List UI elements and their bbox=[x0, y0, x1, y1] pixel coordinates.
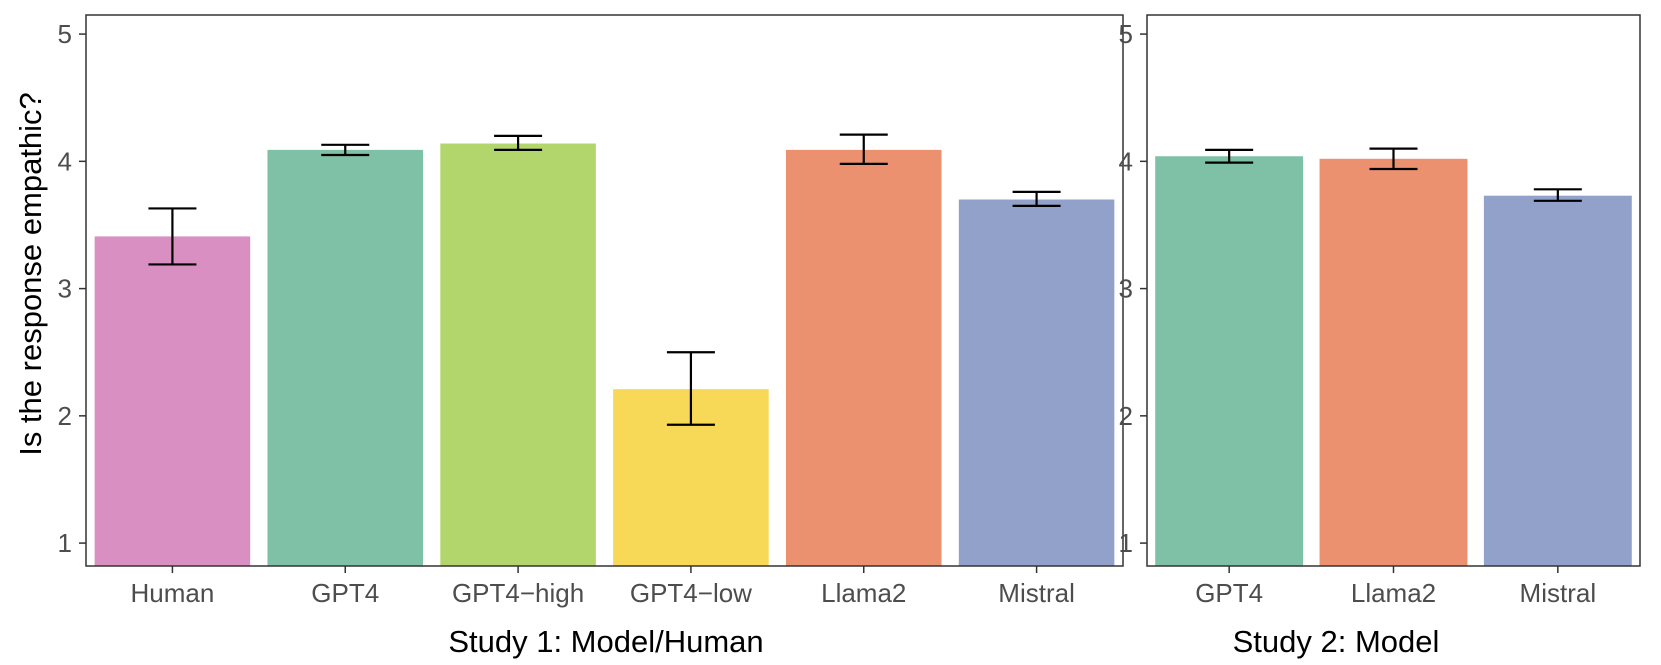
error-bar-gpt4-high bbox=[494, 134, 543, 151]
error-bar-gpt4 bbox=[321, 143, 370, 157]
y-tick-label-3: 3 bbox=[58, 274, 72, 304]
panel-frame-study-1 bbox=[85, 14, 1124, 567]
y-tick-label-5: 5 bbox=[1119, 19, 1133, 49]
panel-study-1: Human GPT4 GPT4−high GPT4−low Llama2 Mistral 1… bbox=[58, 14, 1124, 608]
x-axis-title-study-1: Study 1: Model/Human bbox=[448, 624, 763, 659]
error-bar-llama2 bbox=[839, 133, 888, 165]
x-tick-label-mistral: Mistral bbox=[1520, 578, 1597, 608]
x-tick-label-llama2: Llama2 bbox=[1351, 578, 1436, 608]
y-tick-label-3: 3 bbox=[1119, 274, 1133, 304]
panel-frame-study-2 bbox=[1146, 14, 1641, 567]
bar-gpt4-high bbox=[440, 143, 596, 567]
x-tick-label-human: Human bbox=[131, 578, 215, 608]
x-tick-label-llama2: Llama2 bbox=[821, 578, 906, 608]
bar-llama2 bbox=[785, 149, 942, 566]
bar-mistral bbox=[958, 199, 1115, 566]
bar-human bbox=[94, 236, 251, 566]
bar-mistral bbox=[1483, 195, 1632, 567]
y-tick-label-4: 4 bbox=[58, 146, 72, 176]
y-tick-label-1: 1 bbox=[1119, 528, 1133, 558]
error-bar-gpt4 bbox=[1205, 148, 1254, 164]
bar-llama2 bbox=[1319, 158, 1468, 566]
x-tick-label-gpt4-high: GPT4−high bbox=[452, 578, 584, 608]
y-tick-label-1: 1 bbox=[58, 528, 72, 558]
x-tick-label-gpt4: GPT4 bbox=[1195, 578, 1263, 608]
y-tick-label-2: 2 bbox=[1119, 401, 1133, 431]
bar-gpt4 bbox=[267, 149, 424, 566]
y-tick-label-4: 4 bbox=[1119, 146, 1133, 176]
y-axis-title: Is the response empathic? bbox=[13, 92, 48, 456]
error-bar-mistral bbox=[1012, 190, 1061, 207]
x-tick-label-gpt4: GPT4 bbox=[311, 578, 379, 608]
error-bar-gpt4-low bbox=[666, 351, 715, 426]
error-bar-mistral bbox=[1533, 188, 1582, 202]
x-tick-label-gpt4-low: GPT4−low bbox=[630, 578, 752, 608]
x-tick-label-mistral: Mistral bbox=[998, 578, 1075, 608]
panel-study-2: GPT4 Llama2 Mistral 1 2 3 4 5 bbox=[1119, 14, 1641, 608]
error-bar-human bbox=[148, 207, 197, 266]
y-tick-label-5: 5 bbox=[58, 19, 72, 49]
error-bar-llama2 bbox=[1369, 147, 1418, 171]
x-axis-title-study-2: Study 2: Model bbox=[1233, 624, 1440, 659]
y-tick-label-2: 2 bbox=[58, 401, 72, 431]
bar-gpt4 bbox=[1155, 156, 1304, 566]
